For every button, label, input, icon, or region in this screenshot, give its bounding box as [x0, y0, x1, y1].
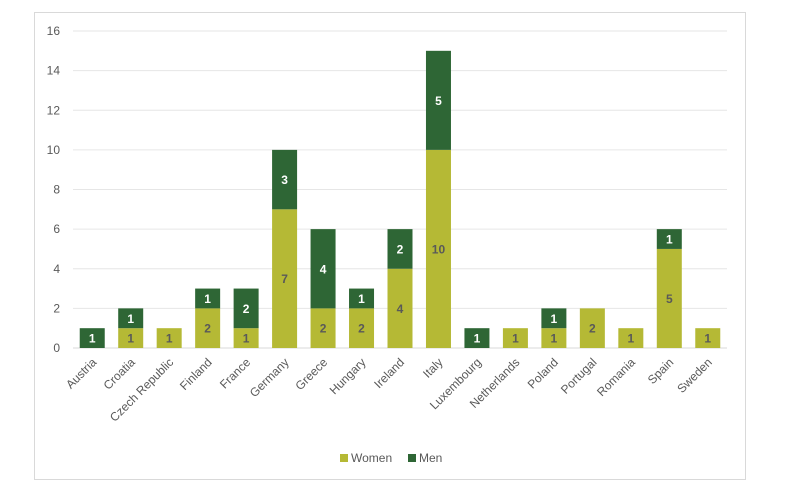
y-tick-label: 8 — [53, 183, 60, 197]
x-tick-label: Spain — [645, 355, 677, 387]
data-label: 1 — [127, 332, 134, 346]
y-tick-label: 10 — [47, 143, 61, 157]
data-label: 1 — [551, 332, 558, 346]
bar-segment-women — [272, 209, 298, 348]
data-label: 1 — [627, 332, 634, 346]
data-label: 2 — [358, 322, 365, 336]
x-tick-label: Hungary — [327, 355, 369, 397]
x-tick-label: Italy — [420, 355, 445, 380]
y-tick-label: 16 — [47, 24, 61, 38]
x-tick-label: France — [217, 355, 254, 392]
data-label: 1 — [166, 332, 173, 346]
x-tick-label: Croatia — [101, 355, 138, 392]
bar-segment-women — [579, 308, 605, 348]
y-tick-label: 2 — [53, 301, 60, 315]
x-tick-label: Portugal — [558, 355, 600, 397]
bar-segment-men — [541, 308, 567, 329]
data-label: 1 — [358, 292, 365, 306]
legend: Women Men — [340, 451, 442, 465]
y-tick-label: 4 — [53, 262, 60, 276]
data-label: 1 — [89, 332, 96, 346]
x-tick-label: Finland — [177, 355, 215, 393]
data-label: 5 — [435, 94, 442, 108]
y-tick-label: 12 — [47, 103, 61, 117]
bar-segment-men — [387, 229, 413, 269]
bar-segment-men — [233, 288, 259, 329]
data-label: 2 — [397, 242, 404, 256]
bar-segment-women — [195, 308, 221, 348]
x-tick-label: Germany — [247, 355, 292, 400]
bar-segment-women — [233, 328, 259, 348]
bar-segment-women — [349, 308, 375, 348]
bar-segment-women — [310, 308, 336, 348]
legend-label: Women — [351, 451, 392, 465]
data-label: 10 — [432, 242, 446, 256]
data-label: 4 — [397, 302, 404, 316]
x-tick-label: Ireland — [371, 355, 407, 391]
bar-segment-women — [541, 328, 567, 348]
bar-segment-men — [349, 288, 375, 309]
y-axis: 0 2 4 6 8 10 12 14 16 — [47, 24, 61, 355]
x-tick-label: Romania — [594, 355, 638, 399]
data-label: 2 — [320, 322, 327, 336]
data-label: 3 — [281, 173, 288, 187]
bar-segment-women — [425, 149, 451, 348]
x-tick-label: Austria — [63, 355, 100, 392]
data-label: 1 — [551, 312, 558, 326]
data-label: 7 — [281, 272, 288, 286]
gridlines — [73, 30, 727, 349]
data-label: 2 — [589, 322, 596, 336]
x-tick-label: Sweden — [674, 355, 715, 396]
bar-segment-women — [695, 328, 721, 348]
bar-segment-men — [656, 229, 682, 249]
data-label: 1 — [704, 332, 711, 346]
bar-segment-men — [195, 288, 221, 309]
bar-segment-women — [618, 328, 644, 348]
bar-segment-men — [272, 149, 298, 210]
y-tick-label: 14 — [47, 64, 61, 78]
x-tick-label: Greece — [292, 355, 330, 393]
data-label: 1 — [666, 233, 673, 247]
data-label: 5 — [666, 292, 673, 306]
bar-segment-men — [425, 50, 451, 150]
x-tick-label: Poland — [525, 355, 561, 391]
bar-segment-men — [79, 328, 105, 348]
legend-swatch-women — [340, 454, 348, 462]
data-label: 1 — [127, 312, 134, 326]
legend-label: Men — [419, 451, 442, 465]
bar-segment-women — [156, 328, 182, 348]
data-label: 1 — [204, 292, 211, 306]
bar-segment-men — [310, 229, 336, 309]
data-label: 1 — [512, 332, 519, 346]
bar-segment-women — [118, 328, 144, 348]
y-tick-label: 0 — [53, 341, 60, 355]
data-label: 1 — [474, 332, 481, 346]
y-tick-label: 6 — [53, 222, 60, 236]
bar-segment-men — [118, 308, 144, 329]
bar-segment-men — [464, 328, 490, 348]
legend-swatch-men — [408, 454, 416, 462]
data-label: 2 — [204, 322, 211, 336]
data-label: 2 — [243, 302, 250, 316]
bar-segment-women — [656, 248, 682, 348]
data-label: 1 — [243, 332, 250, 346]
bar-segment-women — [387, 268, 413, 348]
bar-segment-women — [502, 328, 528, 348]
bars: 1 1 1 1 2 1 1 2 7 3 2 4 2 1 4 2 10 5 1 1 1 1 2 1 5 1 1 — [79, 50, 721, 348]
data-label: 4 — [320, 262, 327, 276]
